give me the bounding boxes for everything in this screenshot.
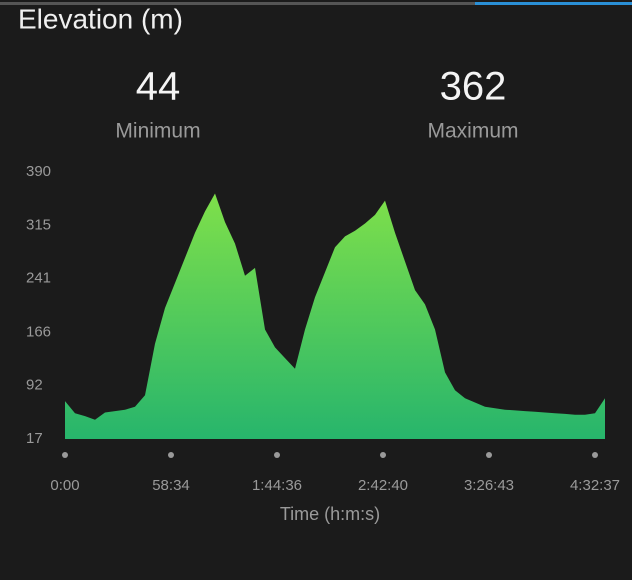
y-tick-label: 166 (26, 323, 51, 340)
x-axis-label: Time (h:m:s) (280, 504, 380, 524)
y-tick-label: 17 (26, 430, 43, 447)
y-tick-label: 241 (26, 270, 51, 287)
elevation-area (65, 193, 605, 439)
y-tick-label: 92 (26, 376, 43, 393)
top-bar-active (475, 2, 632, 5)
x-tick-label: 1:44:36 (252, 477, 302, 494)
stat-label: Minimum (115, 120, 200, 143)
x-tick-dot (168, 452, 174, 458)
y-tick-label: 390 (26, 163, 51, 180)
x-tick-label: 58:34 (152, 477, 190, 494)
x-tick-dot (274, 452, 280, 458)
x-tick-dot (380, 452, 386, 458)
top-bar (0, 2, 632, 5)
x-tick-label: 0:00 (50, 477, 79, 494)
chart-title: Elevation (m) (18, 3, 183, 34)
x-tick-label: 4:32:37 (570, 477, 620, 494)
y-tick-label: 315 (26, 217, 51, 234)
x-tick-dot (62, 452, 68, 458)
x-tick-label: 3:26:43 (464, 477, 514, 494)
x-tick-dot (592, 452, 598, 458)
x-tick-label: 2:42:40 (358, 477, 408, 494)
x-tick-dot (486, 452, 492, 458)
stat-value: 44 (136, 65, 181, 109)
stat-label: Maximum (427, 120, 518, 143)
stat-value: 362 (440, 65, 507, 109)
